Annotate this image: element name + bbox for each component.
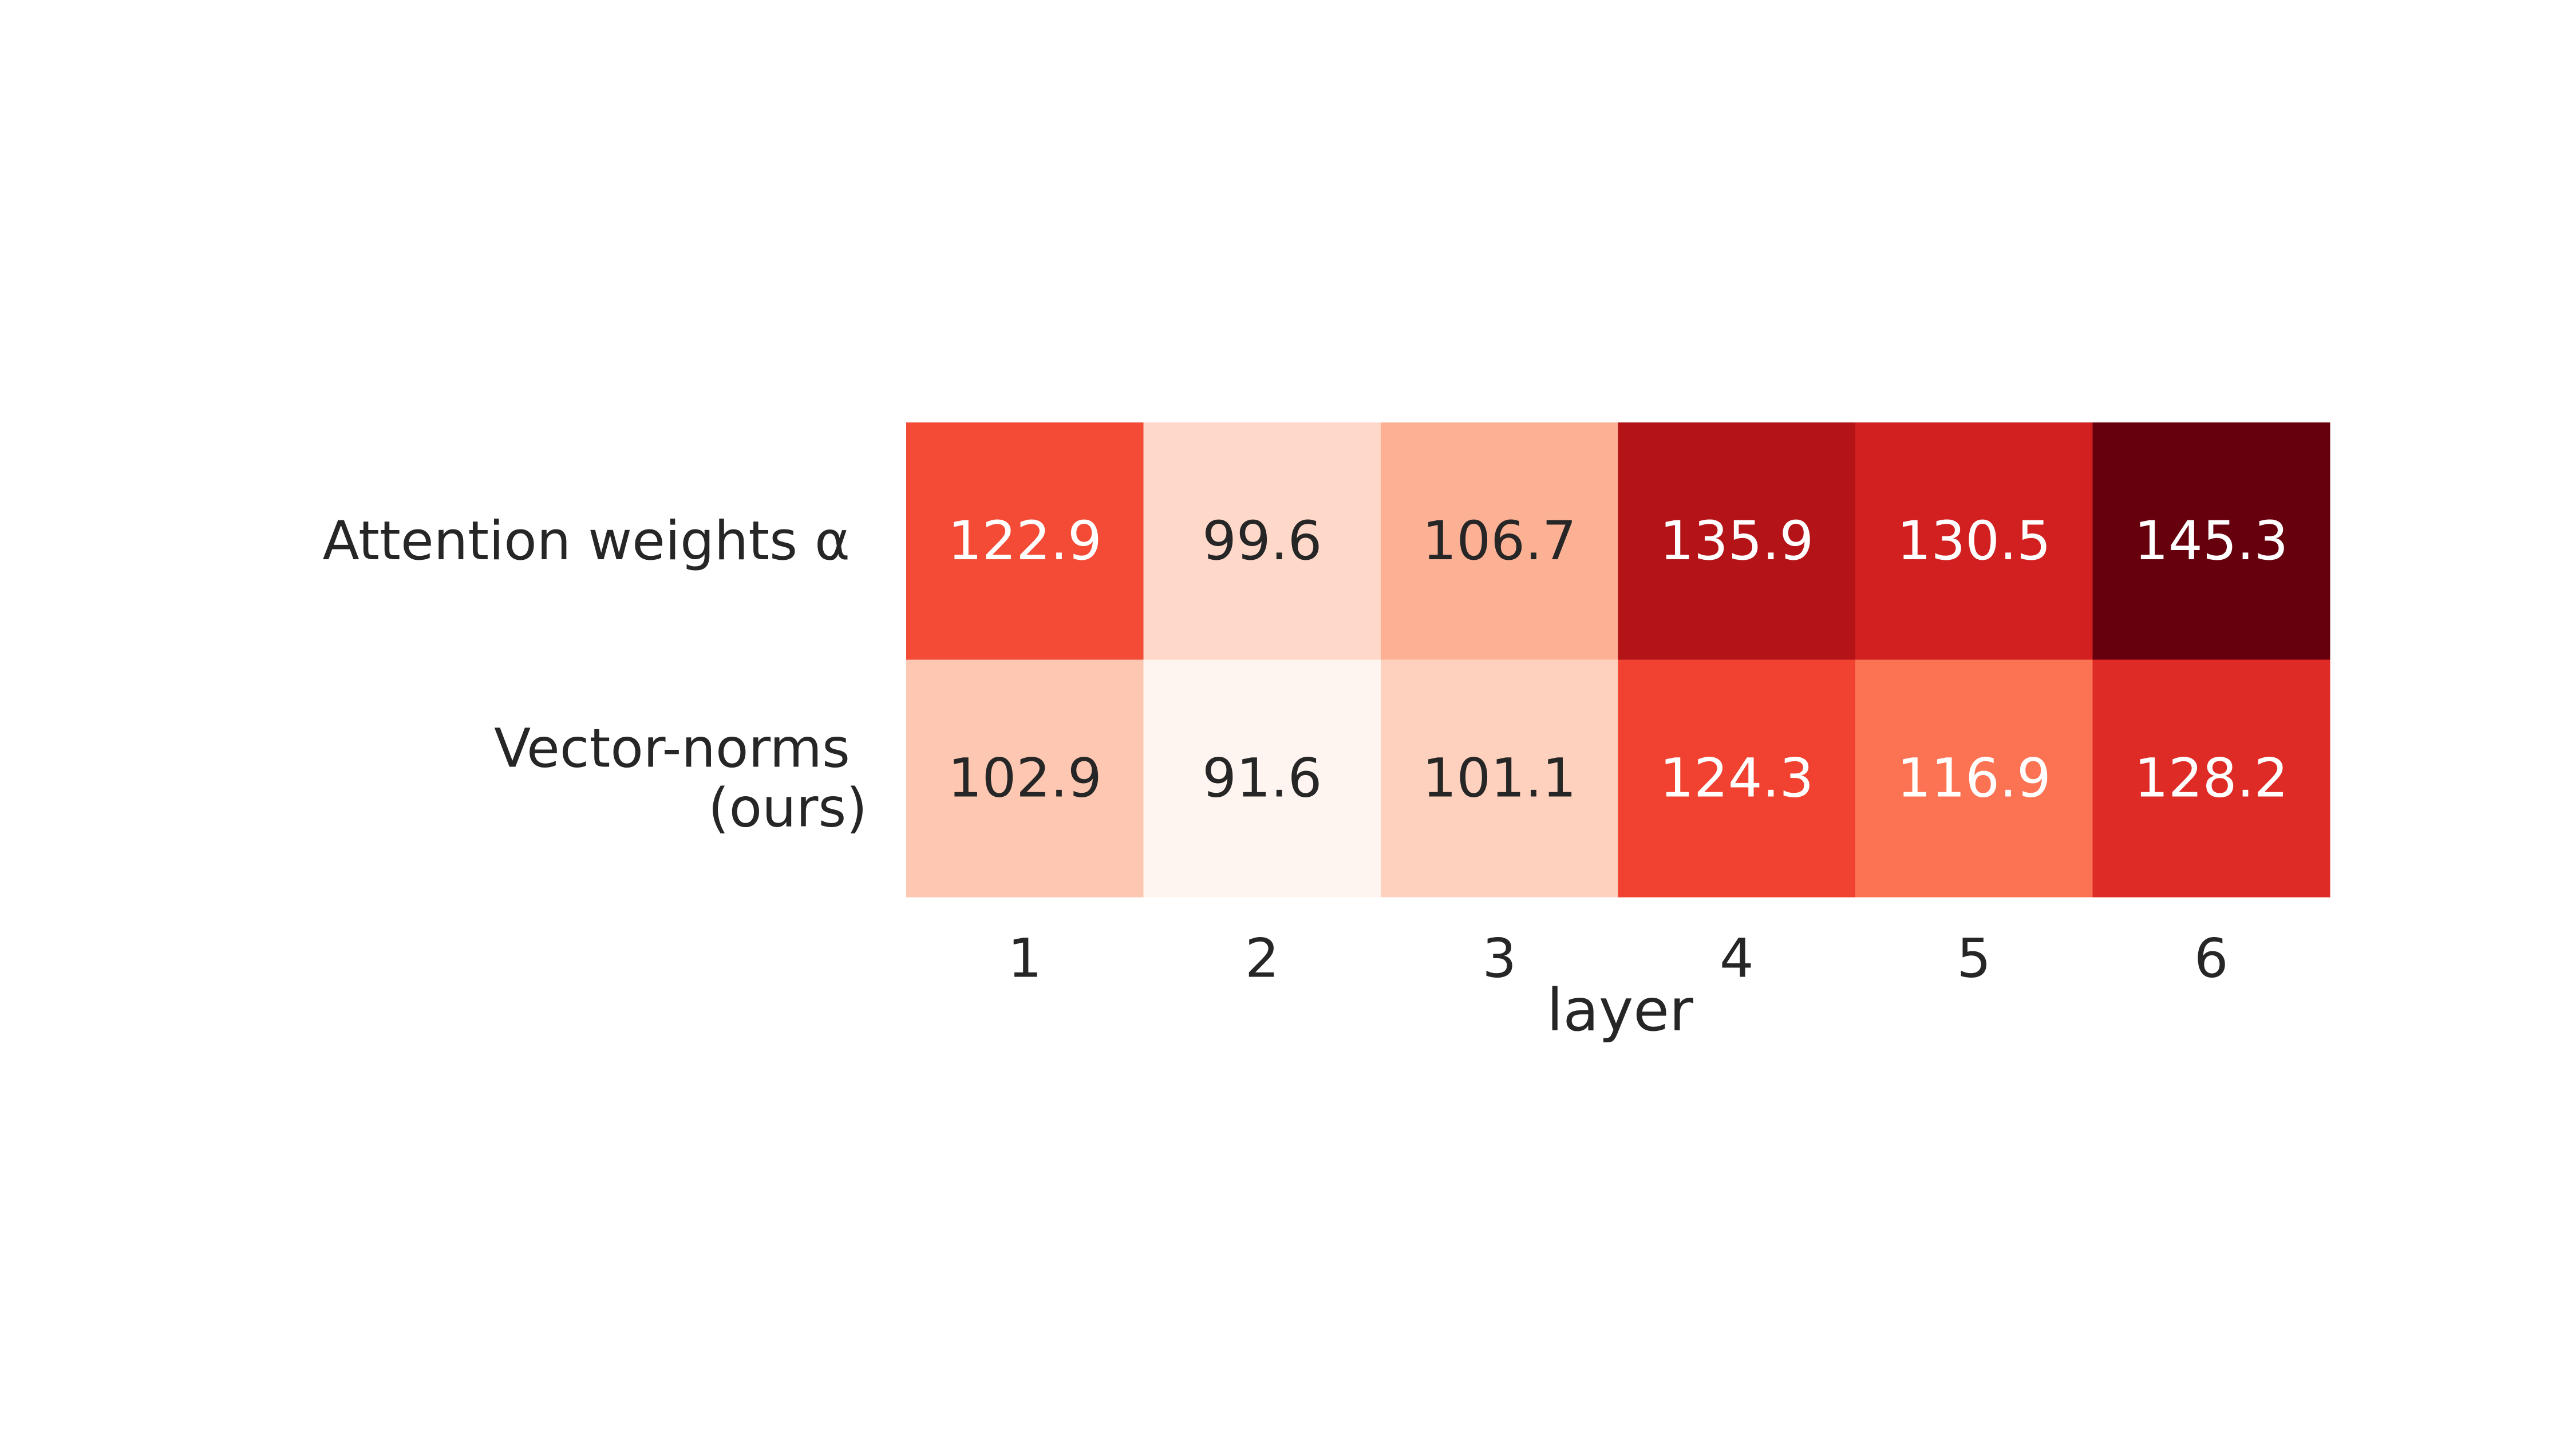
heatmap-cell [1143, 659, 1381, 898]
x-tick-label: 6 [2194, 928, 2229, 990]
x-tick-label: 1 [1008, 928, 1042, 990]
heatmap-cell-value: 124.3 [1660, 747, 1814, 809]
heatmap-cell [1381, 422, 1619, 661]
heatmap-cell [1618, 422, 1856, 661]
heatmap-cell-value: 122.9 [948, 510, 1102, 572]
heatmap-cell [1618, 659, 1856, 898]
heatmap-cell [1143, 422, 1381, 661]
heatmap-cell [906, 659, 1144, 898]
y-tick-labels: Attention weights α Vector-norms (ours) [323, 510, 867, 840]
heatmap-cell [1855, 659, 2093, 898]
heatmap-cell-value: 101.1 [1423, 747, 1577, 809]
heatmap-cell [906, 422, 1144, 661]
x-tick-label: 4 [1720, 928, 1754, 990]
heatmap-cell-value: 130.5 [1897, 510, 2051, 572]
heatmap-cell-value: 135.9 [1660, 510, 1814, 572]
heatmap-cell [1381, 659, 1619, 898]
heatmap-cell-labels: 122.9 99.6 106.7 135.9 130.5 145.3 102.9 91.6 10… [948, 510, 2289, 810]
heatmap-cell [2092, 422, 2330, 661]
heatmap-cell-value: 116.9 [1897, 747, 2051, 809]
heatmap-cells [906, 422, 2330, 898]
y-tick-label: Vector-norms (ours) [494, 717, 867, 839]
x-tick-label: 5 [1957, 928, 1991, 990]
x-axis-label: layer [1547, 977, 1693, 1045]
x-tick-label: 2 [1245, 928, 1279, 990]
x-tick-label: 3 [1482, 928, 1516, 990]
heatmap-cell-value: 91.6 [1202, 747, 1322, 809]
heatmap-cell-value: 145.3 [2134, 510, 2288, 572]
y-tick-label: Attention weights α [323, 510, 850, 572]
heatmap-cell-value: 102.9 [948, 747, 1102, 809]
heatmap-cell [2092, 659, 2330, 898]
x-tick-labels: 1 2 3 4 5 6 [1008, 928, 2228, 990]
heatmap-cell [1855, 422, 2093, 661]
heatmap-cell-value: 106.7 [1423, 510, 1577, 572]
heatmap-cell-value: 128.2 [2134, 747, 2288, 809]
heatmap-cell-value: 99.6 [1202, 510, 1322, 572]
